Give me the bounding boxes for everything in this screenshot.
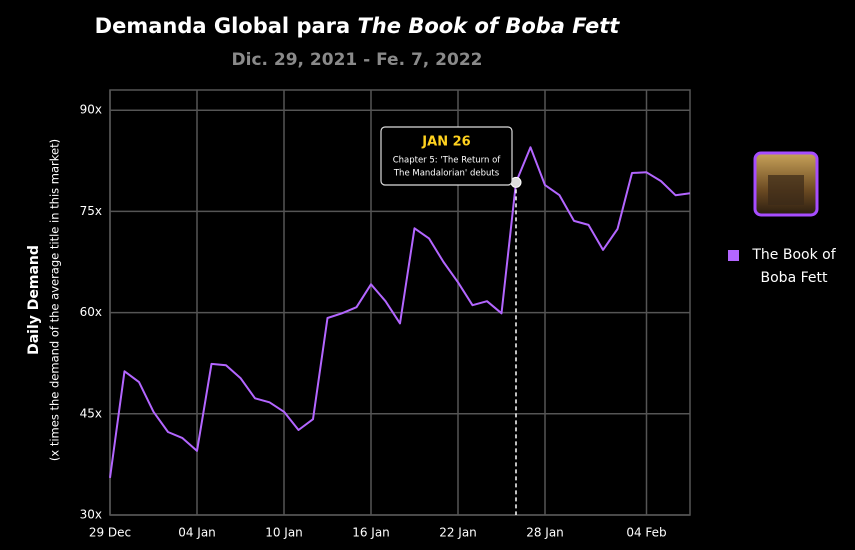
x-tick-label: 28 Jan (526, 526, 564, 540)
y-tick-label: 60x (80, 305, 102, 319)
y-axis-label: Daily Demand (26, 245, 42, 355)
chart-subtitle: Dic. 29, 2021 - Fe. 7, 2022 (232, 50, 483, 70)
x-tick-label: 22 Jan (439, 526, 477, 540)
title-text: Demanda Global para (95, 14, 351, 38)
annotation-box (380, 126, 513, 186)
x-tick-label: 04 Feb (626, 526, 666, 540)
legend-label: The Book of Boba Fett (752, 247, 836, 286)
y-tick-label: 30x (80, 508, 102, 522)
annotation-title: JAN 26 (421, 135, 470, 150)
x-tick-label: 29 Dec (89, 526, 131, 540)
x-tick-label: 16 Jan (352, 526, 390, 540)
y-tick-label: 45x (80, 406, 102, 420)
y-tick-label: 90x (80, 103, 102, 117)
legend-swatch (728, 250, 739, 261)
annotation-text: Chapter 5: 'The Return of (393, 156, 502, 166)
y-tick-label: 75x (80, 204, 102, 218)
annotation-text: The Mandalorian' debuts (393, 169, 500, 179)
chart-title: Demanda Global para The Book of Boba Fet… (95, 14, 621, 38)
y-axis-sublabel: (x times the demand of the average title… (48, 139, 62, 461)
title-emphasis: The Book of Boba Fett (357, 14, 620, 38)
x-tick-label: 04 Jan (178, 526, 216, 540)
poster (753, 151, 819, 217)
x-tick-label: 10 Jan (265, 526, 303, 540)
data-line (109, 146, 691, 479)
